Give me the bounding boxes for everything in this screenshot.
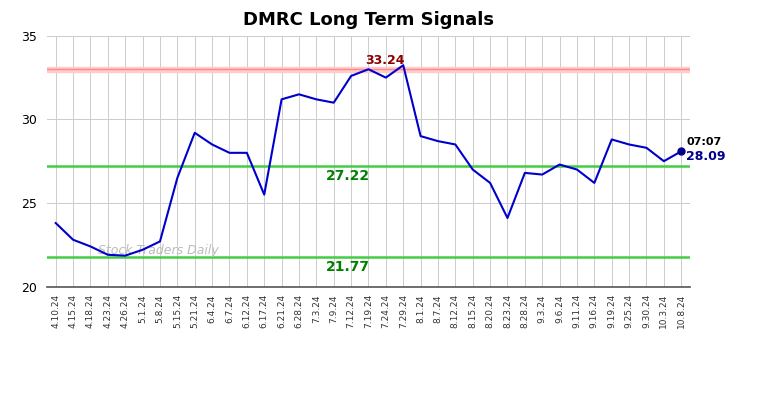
Text: 33.24: 33.24 xyxy=(365,54,405,67)
Text: 21.77: 21.77 xyxy=(325,260,370,274)
Text: 07:07: 07:07 xyxy=(687,137,722,146)
Title: DMRC Long Term Signals: DMRC Long Term Signals xyxy=(243,11,494,29)
Text: 28.09: 28.09 xyxy=(687,150,726,163)
Text: 27.22: 27.22 xyxy=(325,169,370,183)
Bar xyxy=(47,67,690,72)
Text: Stock Traders Daily: Stock Traders Daily xyxy=(99,244,220,257)
